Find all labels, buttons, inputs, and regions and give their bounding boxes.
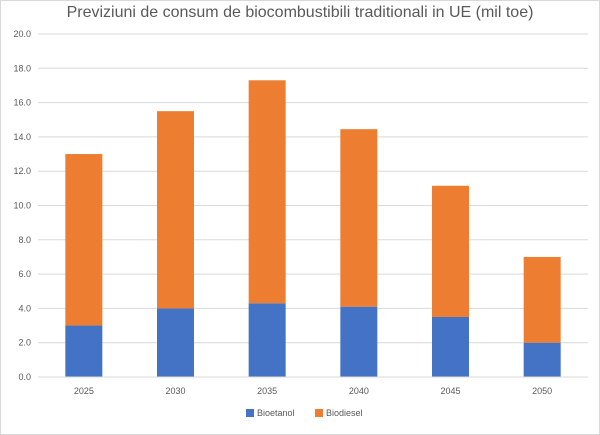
y-tick-label: 2.0 bbox=[18, 338, 31, 348]
y-tick-label: 8.0 bbox=[18, 235, 31, 245]
x-tick-label: 2050 bbox=[532, 386, 552, 396]
bar-biodiesel-2040 bbox=[340, 129, 378, 307]
bar-biodiesel-2030 bbox=[157, 111, 194, 309]
legend-label-bioetanol: Bioetanol bbox=[257, 408, 295, 418]
bar-bioetanol-2050 bbox=[523, 342, 561, 377]
bar-biodiesel-2050 bbox=[523, 256, 561, 343]
y-tick-label: 14.0 bbox=[13, 132, 31, 142]
y-tick-label: 10.0 bbox=[13, 201, 31, 211]
bar-bioetanol-2040 bbox=[340, 306, 378, 377]
x-tick-label: 2025 bbox=[74, 386, 94, 396]
bar-bioetanol-2045 bbox=[432, 316, 469, 377]
bar-bioetanol-2035 bbox=[248, 303, 286, 377]
bar-biodiesel-2035 bbox=[248, 80, 286, 304]
bar-bioetanol-2025 bbox=[65, 325, 103, 377]
x-tick-label: 2045 bbox=[440, 386, 460, 396]
x-tick-label: 2040 bbox=[349, 386, 369, 396]
x-tick-label: 2035 bbox=[257, 386, 277, 396]
x-axis-ticks: 2025 2030 2035 2040 2045 2050 bbox=[74, 386, 552, 396]
bar-bioetanol-2030 bbox=[157, 308, 194, 377]
gridlines bbox=[38, 33, 588, 344]
bar-biodiesel-2025 bbox=[65, 154, 103, 326]
y-tick-label: 18.0 bbox=[13, 63, 31, 73]
x-tick-label: 2030 bbox=[165, 386, 185, 396]
bar-biodiesel-2045 bbox=[432, 185, 469, 317]
y-tick-label: 6.0 bbox=[18, 269, 31, 279]
y-axis-ticks: 0.0 2.0 4.0 6.0 8.0 10.0 12.0 14.0 16.0 18.0 20.0 bbox=[13, 29, 31, 382]
legend-swatch-biodiesel bbox=[315, 409, 323, 417]
y-tick-label: 4.0 bbox=[18, 303, 31, 313]
legend-label-biodiesel: Biodiesel bbox=[326, 408, 363, 418]
y-tick-label: 20.0 bbox=[13, 29, 31, 39]
y-tick-label: 12.0 bbox=[13, 166, 31, 176]
bars bbox=[65, 80, 561, 377]
chart-title: Previziuni de consum de biocombustibili … bbox=[67, 4, 534, 21]
y-tick-label: 16.0 bbox=[13, 98, 31, 108]
y-tick-label: 0.0 bbox=[18, 372, 31, 382]
legend: Bioetanol Biodiesel bbox=[246, 408, 363, 418]
legend-swatch-bioetanol bbox=[246, 409, 254, 417]
